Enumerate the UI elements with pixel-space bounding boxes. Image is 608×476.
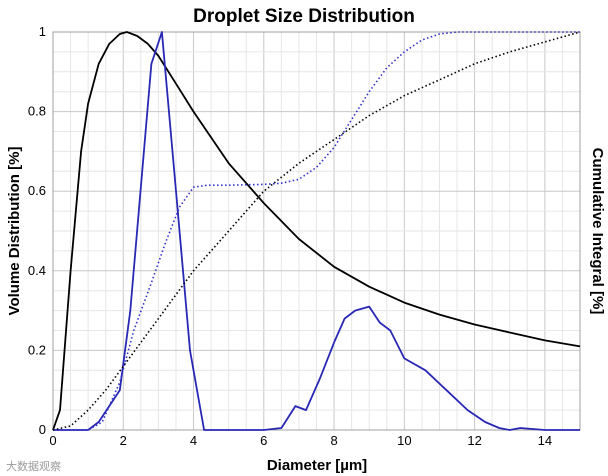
x-tick-label: 6 bbox=[260, 433, 267, 448]
series-line-3 bbox=[53, 31, 580, 431]
y-tick-label: 0.6 bbox=[28, 183, 46, 198]
plot-area bbox=[52, 31, 581, 431]
x-tick-label: 12 bbox=[467, 433, 481, 448]
y-axis-label: Volume Distribution [%] bbox=[6, 147, 23, 316]
watermark: 大数据观察 bbox=[6, 459, 61, 473]
x-tick-label: 4 bbox=[190, 433, 197, 448]
x-tick-label: 8 bbox=[330, 433, 337, 448]
series-line-1 bbox=[52, 31, 581, 431]
x-tick-label: 14 bbox=[538, 433, 552, 448]
chart-title: Droplet Size Distribution bbox=[193, 6, 415, 27]
y-tick-label: 0.8 bbox=[28, 104, 46, 119]
y2-axis-label: Cumulative Integral [%] bbox=[589, 148, 606, 315]
series-line-2 bbox=[53, 31, 580, 431]
grid bbox=[52, 31, 581, 431]
y-tick-label: 1 bbox=[39, 24, 46, 39]
x-tick-label: 10 bbox=[397, 433, 411, 448]
x-tick-label: 0 bbox=[49, 433, 56, 448]
x-axis-label: Diameter [µm] bbox=[267, 457, 367, 474]
y-tick-label: 0.2 bbox=[28, 342, 46, 357]
series-line-4 bbox=[52, 31, 581, 431]
x-tick-label: 2 bbox=[120, 433, 127, 448]
y-tick-label: 0 bbox=[39, 422, 46, 437]
tick-labels: 0 2 4 6 8 10 12 14 0 0.2 0.4 0.6 0.8 1 bbox=[28, 24, 552, 448]
series-layer bbox=[52, 31, 581, 431]
y-tick-label: 0.4 bbox=[28, 263, 46, 278]
